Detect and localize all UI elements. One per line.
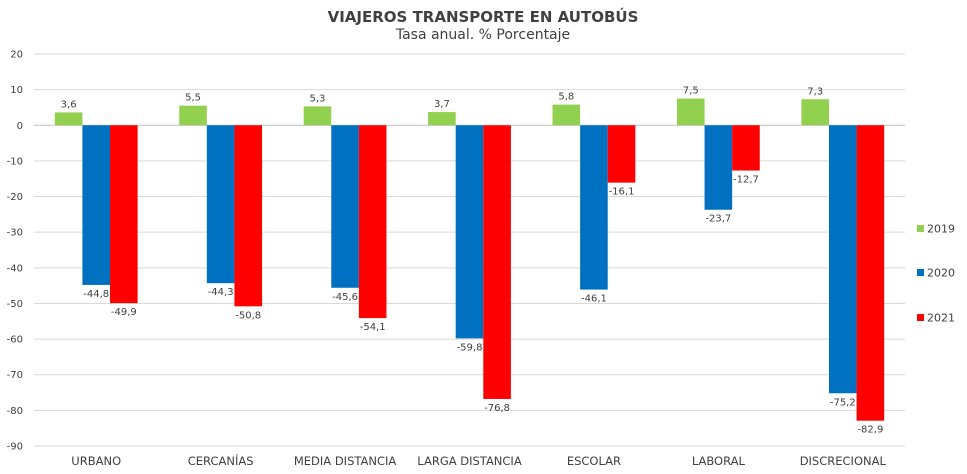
x-category-label: LARGA DISTANCIA (417, 454, 522, 468)
y-tick-label: -40 (7, 263, 23, 274)
y-tick-label: -30 (7, 228, 23, 239)
bar-2020 (704, 125, 733, 210)
data-label: -54,1 (360, 322, 386, 333)
bar-2021 (110, 125, 138, 304)
bar-2019 (54, 112, 83, 126)
y-tick-label: -90 (7, 442, 23, 453)
data-label: 7,3 (807, 86, 823, 97)
data-label: -44,3 (208, 287, 234, 298)
y-tick-label: -80 (7, 406, 23, 417)
data-label: -75,2 (830, 397, 856, 408)
data-label: -45,6 (332, 292, 358, 303)
x-category-label: ESCOLAR (567, 454, 621, 468)
bar-2020 (455, 125, 484, 339)
x-category-label: MEDIA DISTANCIA (294, 454, 397, 468)
y-tick-label: -20 (7, 192, 23, 203)
bar-2021 (732, 125, 760, 171)
legend-label: 2020 (927, 267, 955, 280)
bar-2021 (856, 125, 885, 421)
x-category-label: DISCRECIONAL (800, 454, 887, 468)
x-category-label: LABORAL (692, 454, 746, 468)
y-tick-label: -60 (7, 335, 23, 346)
bar-2019 (303, 106, 332, 126)
legend-swatch (917, 269, 924, 276)
bars (54, 98, 885, 421)
bar-2019 (676, 98, 705, 126)
data-label: -76,8 (484, 403, 510, 414)
bar-2020 (82, 125, 111, 285)
chart-title: VIAJEROS TRANSPORTE EN AUTOBÚS (328, 7, 639, 26)
bar-2021 (358, 125, 387, 319)
data-label: 3,6 (61, 99, 77, 110)
y-tick-label: -10 (7, 156, 23, 167)
y-tick-label: -50 (7, 299, 23, 310)
data-label: -12,7 (733, 175, 759, 186)
data-label: -46,1 (581, 294, 607, 305)
bar-2021 (607, 125, 636, 183)
data-label: -49,9 (111, 307, 137, 318)
bar-2020 (331, 125, 359, 288)
data-label: -44,8 (83, 289, 109, 300)
bar-2019 (179, 105, 207, 126)
y-axis-ticks: 20 10 0 -10 -20 -30 -40 -50 -60 -70 -80 -90 (7, 50, 23, 453)
legend-label: 2019 (927, 223, 955, 236)
x-axis-categories: URBANO CERCANÍAS MEDIA DISTANCIA LARGA DIST… (71, 453, 886, 468)
bar-2020 (828, 125, 857, 394)
bar-2021 (483, 125, 511, 399)
legend: 2019 2020 2021 (917, 223, 955, 325)
y-tick-label: 10 (10, 85, 23, 96)
data-label: 3,7 (434, 99, 450, 110)
data-label: -59,8 (457, 342, 483, 353)
y-tick-label: 20 (10, 50, 23, 61)
bar-2019 (428, 112, 456, 126)
x-category-label: URBANO (71, 454, 121, 468)
data-label: -23,7 (705, 214, 731, 225)
y-tick-label: 0 (17, 121, 23, 132)
bar-2019 (801, 99, 829, 126)
data-label: 5,3 (310, 93, 326, 104)
chart-subtitle: Tasa anual. % Porcentaje (395, 27, 570, 43)
bar-2019 (552, 104, 581, 126)
data-label: 5,8 (558, 92, 574, 103)
data-label: 7,5 (683, 86, 699, 97)
y-tick-label: -70 (7, 370, 23, 381)
legend-swatch (917, 314, 924, 321)
data-label: -16,1 (609, 187, 635, 198)
x-category-label: CERCANÍAS (188, 453, 254, 468)
bar-2021 (234, 125, 263, 307)
data-label: -82,9 (857, 425, 883, 436)
data-label: -50,8 (235, 310, 261, 321)
legend-label: 2021 (927, 312, 955, 325)
bar-2020 (206, 125, 235, 284)
data-labels: 3,6 -44,8-49,9 5,5 -44,3 -50,8 5,3 -45,6 -54,1 3… (61, 86, 884, 436)
legend-swatch (917, 225, 924, 232)
bar-2020 (580, 125, 608, 290)
data-label: 5,5 (185, 93, 201, 104)
